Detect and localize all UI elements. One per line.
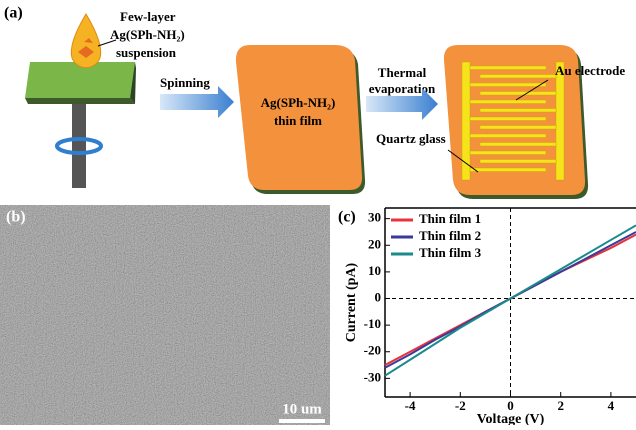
step-label: evaporation	[369, 81, 436, 96]
step-label: Spinning	[160, 75, 210, 90]
series-line	[384, 224, 636, 377]
film-label: thin film	[274, 113, 322, 128]
electrode-finger	[469, 82, 547, 87]
panel-label: (a)	[4, 5, 23, 22]
y-tick-label: 10	[368, 263, 381, 278]
electrode-finger	[479, 125, 557, 130]
y-tick-label: 0	[375, 289, 382, 304]
electrode-finger	[479, 108, 557, 113]
film-label: Ag(SPh-NH₂)	[261, 95, 336, 110]
x-tick-label: 4	[608, 398, 615, 413]
drop-label: Ag(SPh-NH₂)	[110, 27, 185, 42]
electrode-bar	[461, 61, 471, 181]
spin-shaft	[72, 100, 86, 188]
legend-label: Thin film 2	[419, 228, 481, 243]
y-tick-label: 30	[368, 210, 381, 225]
electrode-finger	[479, 74, 557, 79]
electrode-finger	[479, 159, 557, 164]
electrode-finger	[469, 116, 547, 121]
panel-a: (a) Few-layer Ag(SPh-NH₂) suspension Spi…	[4, 5, 625, 199]
pointer	[447, 149, 479, 173]
drop-label: suspension	[116, 45, 177, 60]
x-tick-label: -2	[455, 398, 466, 413]
electrode-finger	[469, 133, 547, 138]
electrode-label: Au electrode	[555, 63, 625, 78]
pointer	[515, 79, 549, 101]
legend-label: Thin film 3	[419, 245, 482, 260]
x-tick-label: -4	[405, 398, 416, 413]
electrode-finger	[469, 65, 547, 70]
spin-plate-edge	[25, 98, 135, 104]
scale-bar-label: 10 um	[282, 401, 322, 417]
panel-c: (c)	[338, 209, 356, 226]
electrode-finger	[469, 99, 547, 104]
spin-plate	[25, 62, 135, 98]
y-tick-label: -30	[364, 369, 381, 384]
y-tick-label: -20	[364, 343, 381, 358]
flakes	[78, 38, 94, 58]
drop-label: Few-layer	[120, 9, 176, 24]
x-tick-label: 0	[507, 398, 514, 413]
y-tick-label: 20	[368, 236, 381, 251]
legend-label: Thin film 1	[419, 211, 481, 226]
electrode-finger	[469, 167, 547, 172]
electrode-finger	[479, 91, 557, 96]
glass-label: Quartz glass	[376, 131, 446, 146]
scale-bar	[279, 419, 325, 423]
x-tick-label: 2	[557, 398, 564, 413]
panel-b: (b) 10 um	[0, 205, 330, 425]
au-electrode	[461, 61, 565, 181]
sem-texture	[0, 205, 330, 425]
electrode-finger	[469, 150, 547, 155]
thin-film	[235, 45, 363, 190]
step-label: Thermal	[378, 65, 427, 80]
panel-label: (b)	[6, 209, 26, 226]
x-axis-label: Voltage (V)	[477, 412, 545, 425]
pointer	[97, 39, 117, 47]
panel-label: (c)	[338, 209, 356, 226]
y-tick-label: -10	[364, 316, 381, 331]
electrode-finger	[479, 142, 557, 147]
process-arrow	[366, 88, 438, 120]
electrode-bar	[555, 61, 565, 181]
rotation-arrow	[55, 137, 103, 155]
process-arrow	[160, 86, 234, 118]
y-axis-label: Current (pA)	[344, 262, 359, 342]
spin-plate-side	[130, 62, 136, 104]
